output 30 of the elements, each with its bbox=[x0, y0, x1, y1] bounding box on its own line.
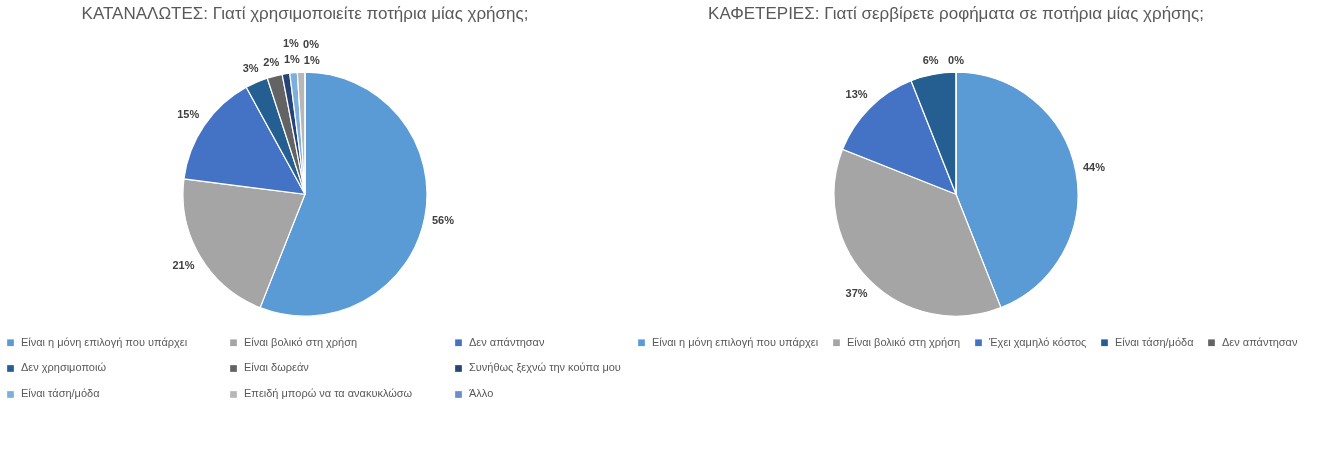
chart-title: ΚΑΦΕΤΕΡΙΕΣ: Γιατί σερβίρετε ροφήματα σε ποτήρια μίας χρήσης; bbox=[708, 4, 1204, 23]
legend-label: Είναι τάση/μόδα bbox=[1115, 335, 1195, 348]
data-label: 44% bbox=[1082, 160, 1106, 173]
data-label: 2% bbox=[263, 55, 280, 68]
data-label: 13% bbox=[845, 87, 868, 100]
legend-label: Έχει χαμηλό κόστος bbox=[988, 335, 1087, 348]
data-label: 6% bbox=[922, 54, 939, 67]
data-label: 3% bbox=[242, 61, 259, 74]
legend-label: Δεν χρησιμοποιώ bbox=[21, 361, 107, 374]
legend-label: Δεν απάντησαν bbox=[1222, 335, 1298, 348]
chart-title: ΚΑΤΑΝΑΛΩΤΕΣ: Γιατί χρησιμοποιείτε ποτήρια μίας χρήσης; bbox=[81, 4, 529, 23]
text: 0% bbox=[303, 37, 319, 50]
legend-label: Συνήθως ξεχνώ την κούπα μου bbox=[469, 361, 621, 374]
legend-label: Άλλο bbox=[469, 387, 494, 400]
legend-label: Είναι η μόνη επιλογή που υπάρχει bbox=[652, 335, 819, 348]
data-label: 1% bbox=[282, 37, 300, 50]
text: 0% bbox=[948, 53, 964, 66]
legend-label: Επειδή μπορώ να τα ανακυκλώσω bbox=[244, 387, 413, 400]
legend-label: Είναι δωρεάν bbox=[244, 361, 310, 374]
data-label: 1% bbox=[283, 52, 300, 65]
data-label: 21% bbox=[172, 259, 195, 272]
data-label: 56% bbox=[431, 213, 455, 226]
data-label: 37% bbox=[845, 286, 868, 299]
data-label: 1% bbox=[303, 53, 320, 66]
legend-label: Δεν απάντησαν bbox=[469, 335, 545, 348]
legend-label: Είναι η μόνη επιλογή που υπάρχει bbox=[21, 335, 188, 348]
legend-label: Είναι τάση/μόδα bbox=[21, 387, 101, 400]
legend-label: Είναι βολικό στη χρήση bbox=[244, 335, 358, 348]
legend-label: Είναι βολικό στη χρήση bbox=[847, 335, 961, 348]
data-label: 15% bbox=[177, 107, 200, 120]
